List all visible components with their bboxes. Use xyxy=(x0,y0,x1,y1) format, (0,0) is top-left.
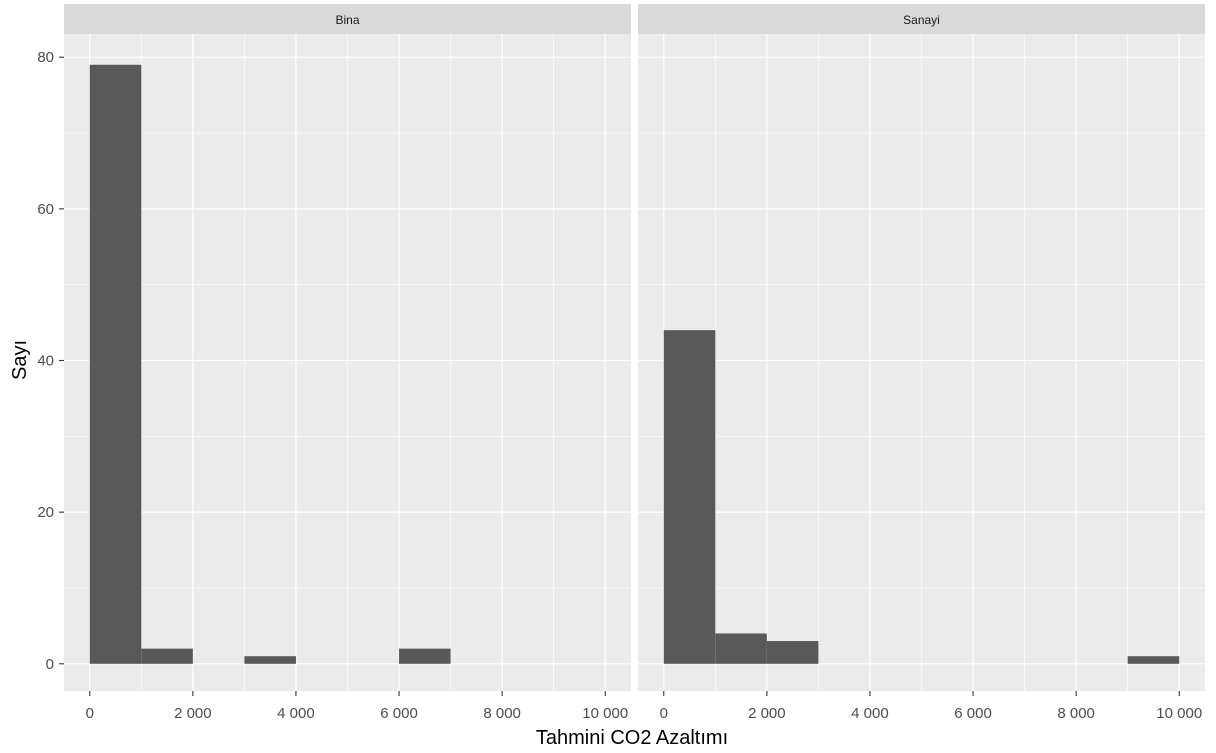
y-tick-label: 80 xyxy=(37,49,54,66)
histogram-bar xyxy=(1127,656,1180,664)
x-tick-label: 10 000 xyxy=(1156,705,1202,722)
x-tick-label: 0 xyxy=(660,705,668,722)
facet-panel-sanayi: Sanayi 0 2 000 4 000 6 000 8 000 10 000 xyxy=(638,4,1205,722)
x-tick-label: 8 000 xyxy=(483,705,521,722)
facet-strip-label: Bina xyxy=(335,13,359,27)
facet-strip xyxy=(64,4,631,34)
histogram-bar xyxy=(89,64,142,664)
x-tick-label: 6 000 xyxy=(954,705,992,722)
y-tick-label: 20 xyxy=(37,504,54,521)
histogram-bar xyxy=(399,648,451,664)
y-tick-label: 0 xyxy=(46,656,54,673)
y-tick-label: 40 xyxy=(37,353,54,370)
y-tick-label: 60 xyxy=(37,201,54,218)
facet-strip xyxy=(638,4,1205,34)
x-tick-label: 4 000 xyxy=(851,705,889,722)
x-axis-title: Tahmini CO2 Azaltımı xyxy=(536,727,728,749)
histogram-bar xyxy=(663,330,716,664)
facet-panels: Bina 0 2 000 4 000 6 000 8 000 10 000 Sanayi 0 2 … xyxy=(64,4,1205,722)
x-tick-label: 8 000 xyxy=(1057,705,1095,722)
x-tick-label: 2 000 xyxy=(174,705,212,722)
x-tick-label: 10 000 xyxy=(582,705,628,722)
histogram-bar xyxy=(244,656,296,664)
histogram-bar xyxy=(766,641,819,664)
y-axis-title: Sayı xyxy=(9,340,31,380)
x-tick-label: 4 000 xyxy=(277,705,315,722)
histogram-bar xyxy=(715,633,767,664)
x-tick-label: 6 000 xyxy=(380,705,418,722)
facet-strip-label: Sanayi xyxy=(903,13,940,27)
x-tick-label: 0 xyxy=(86,705,94,722)
histogram-bar xyxy=(141,648,193,664)
y-axis: 0 20 40 60 80 xyxy=(37,49,64,673)
x-tick-label: 2 000 xyxy=(748,705,786,722)
facet-panel-bina: Bina 0 2 000 4 000 6 000 8 000 10 000 xyxy=(64,4,631,722)
